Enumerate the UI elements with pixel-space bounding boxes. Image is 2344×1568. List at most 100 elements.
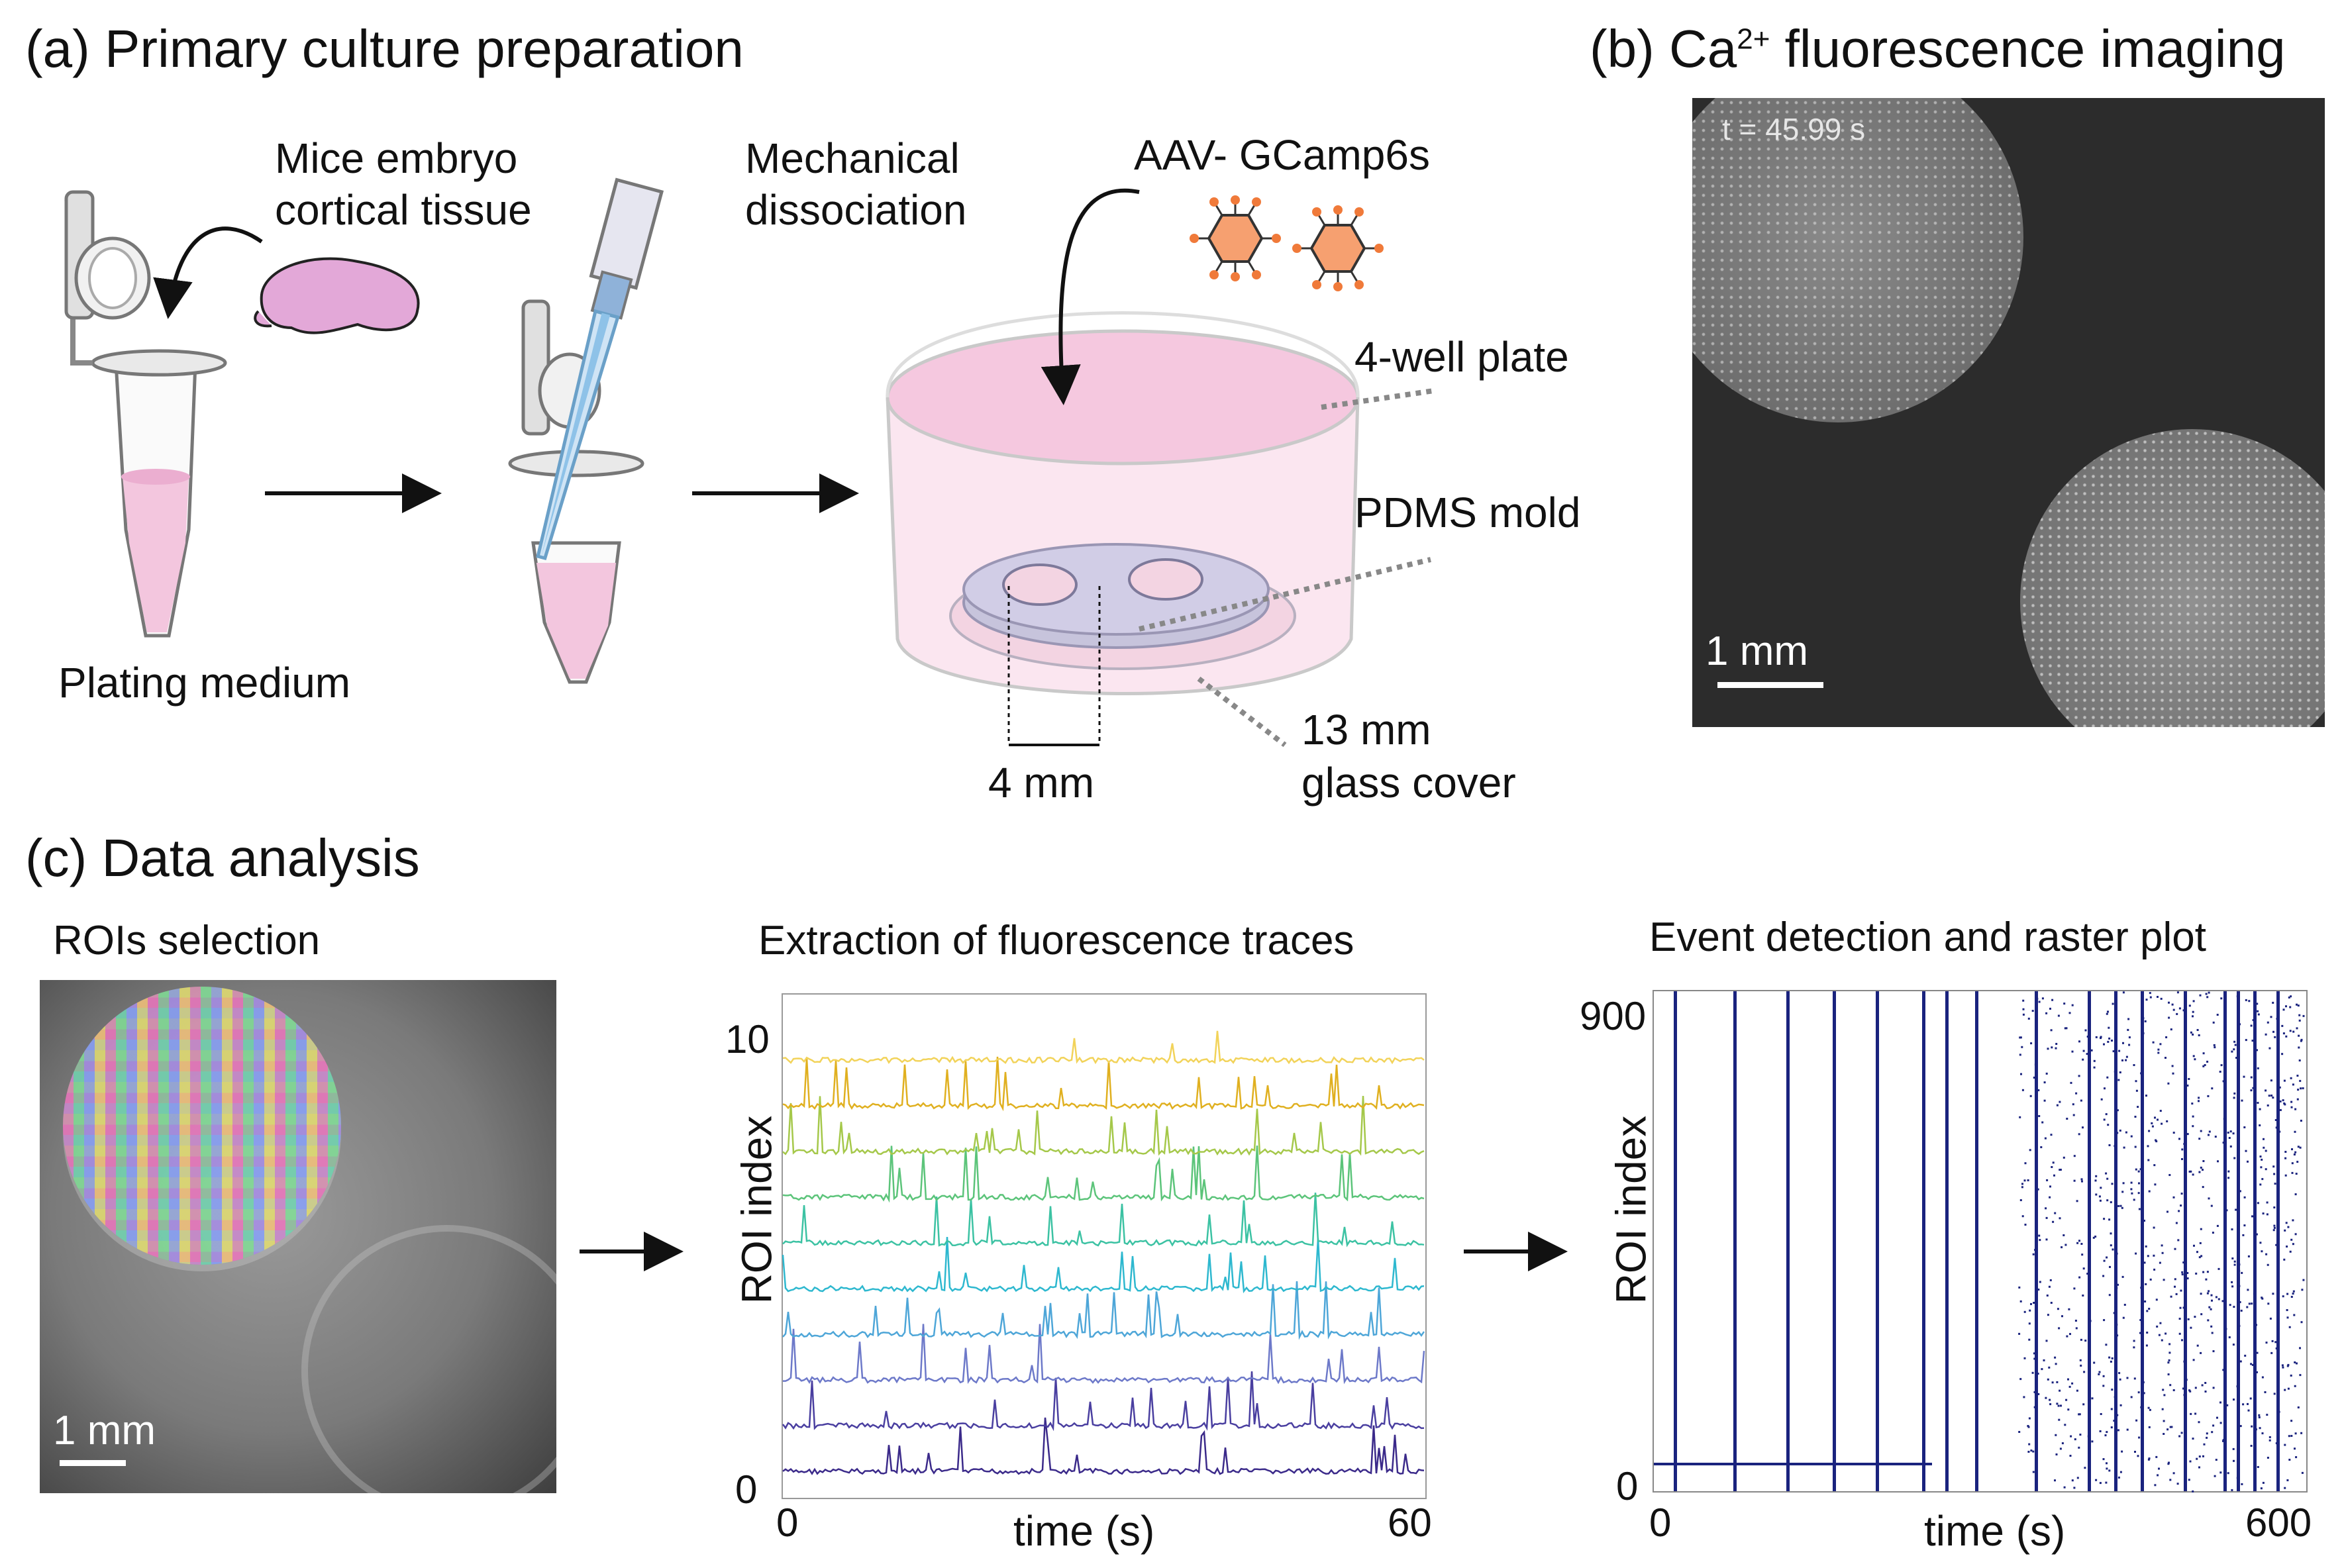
raster-dot (2208, 1130, 2211, 1133)
raster-dot (2206, 1271, 2209, 1273)
raster-dot (2279, 1100, 2282, 1102)
trace-line (782, 1030, 1425, 1065)
raster-dot (2088, 1134, 2090, 1136)
raster-dot (2148, 1190, 2151, 1193)
raster-dot (2217, 1298, 2220, 1300)
raster-dot (2125, 1059, 2127, 1061)
raster-dot (2241, 1099, 2243, 1102)
raster-dot (2282, 1295, 2284, 1298)
raster-dot (2145, 1344, 2148, 1347)
raster-dot (2192, 1359, 2195, 1361)
raster-dot (2231, 1228, 2233, 1231)
raster-dot (2076, 1242, 2079, 1244)
raster-dot (2214, 1475, 2216, 1477)
raster-dot (2028, 1322, 2031, 1325)
raster-dot (2071, 1479, 2074, 1482)
raster-dot (2283, 1102, 2286, 1104)
raster-dot (2184, 1219, 2187, 1222)
raster-dot (2053, 1174, 2055, 1177)
raster-dot (2071, 1382, 2074, 1385)
raster-dot (2282, 1032, 2285, 1035)
raster-dot (2286, 1316, 2289, 1319)
raster-dot (2243, 1196, 2246, 1199)
raster-dot (2236, 995, 2239, 998)
raster-dot (2198, 1455, 2201, 1458)
raster-dot (2259, 1183, 2262, 1186)
raster-dot (2265, 1168, 2267, 1171)
raster-dot (2275, 1442, 2278, 1445)
raster-burst (2088, 991, 2091, 1491)
raster-dot (2290, 1077, 2292, 1079)
raster-burst (2276, 991, 2280, 1491)
raster-dot (2287, 1387, 2290, 1390)
raster-dot (2137, 1170, 2140, 1173)
raster-dot (2298, 1019, 2301, 1022)
raster-dot (2137, 1192, 2140, 1195)
raster-dot (2087, 1435, 2090, 1438)
raster-dot (2296, 1003, 2298, 1006)
raster-dot (2161, 1408, 2164, 1410)
raster-dot (2113, 1420, 2115, 1422)
raster-dot (2181, 1271, 2184, 1273)
raster-dot (2204, 1382, 2207, 1384)
raster-dot (2148, 1457, 2151, 1460)
raster-dot (2192, 1055, 2195, 1057)
virus-label: AAV- GCamp6s (1134, 131, 1430, 179)
raster-dot (2147, 1255, 2149, 1257)
raster-dot (2181, 1273, 2184, 1276)
raster-dot (2140, 1287, 2143, 1289)
raster-dot (2183, 1394, 2186, 1396)
raster-dot (2265, 1089, 2267, 1092)
raster-dot (2289, 1030, 2292, 1032)
raster-dot (2268, 1095, 2270, 1097)
scalebar-label-roi: 1 mm (53, 1408, 156, 1453)
raster-dot (2256, 1371, 2258, 1373)
raster-dot (2297, 1089, 2300, 1091)
raster-dot (2080, 1243, 2083, 1245)
raster-dot (2284, 1444, 2286, 1446)
raster-dot (2037, 1393, 2040, 1395)
panel-b-title-sup: 2+ (1737, 23, 1770, 56)
raster-dot (2290, 1238, 2293, 1241)
raster-dot (2064, 1027, 2066, 1030)
raster-dot (2212, 1387, 2215, 1389)
raster-dot (2194, 1316, 2196, 1318)
raster-dot (2055, 1453, 2058, 1455)
raster-dot (2236, 1385, 2239, 1388)
raster-dot (2018, 1286, 2021, 1289)
raster-dot (2214, 1136, 2217, 1138)
raster-dot (2275, 1126, 2278, 1129)
raster-dot (2290, 1420, 2293, 1422)
raster-dot (2078, 1040, 2080, 1043)
raster-dot (2033, 1352, 2035, 1355)
raster-dot (2224, 1177, 2226, 1179)
raster-dot (2261, 1158, 2263, 1161)
raster-dot (2250, 1024, 2253, 1027)
raster-dot (2153, 1268, 2156, 1271)
raster-dot (2116, 1132, 2119, 1134)
raster-dot (2296, 1362, 2298, 1365)
raster-dot (2298, 1046, 2300, 1049)
raster-dot (2033, 1302, 2035, 1304)
raster-dot (2222, 1369, 2225, 1371)
raster-dot (2119, 1071, 2121, 1073)
raster-dot (2239, 1190, 2241, 1193)
raster-dot (2157, 1048, 2160, 1051)
culture-dish-icon (886, 311, 1360, 695)
raster-dot (2291, 1171, 2294, 1174)
raster-dot (2281, 1053, 2284, 1055)
traces-title: Extraction of fluorescence traces (758, 918, 1354, 963)
raster-dot (2178, 1332, 2181, 1335)
raster-dot (2069, 1333, 2071, 1336)
raster-dot (2269, 1317, 2272, 1320)
raster-dot (2184, 1432, 2186, 1435)
raster-dot (2202, 1065, 2205, 1067)
raster-dot (2055, 1434, 2057, 1436)
raster-dot (2059, 1389, 2061, 1392)
raster-dot (2133, 1346, 2135, 1349)
raster-dot (2051, 1381, 2054, 1384)
raster-dot (2196, 1029, 2199, 1031)
raster-dot (2182, 1387, 2184, 1390)
raster-dot (2274, 1119, 2277, 1121)
raster-dot (2257, 1067, 2259, 1069)
